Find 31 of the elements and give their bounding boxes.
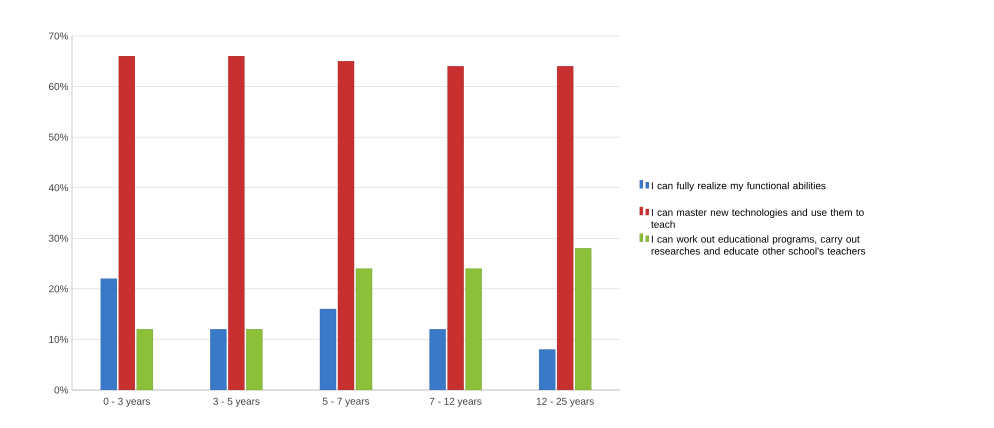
y-tick-label: 70%: [49, 32, 68, 40]
bar: [465, 268, 482, 390]
x-tick-label: 5 - 7 years: [322, 398, 370, 407]
x-tick-label: 3 - 5 years: [213, 398, 260, 407]
y-tick-label: 50%: [48, 134, 68, 141]
legend-label: I can master new technologies and use them to teach: [651, 208, 864, 228]
bar: [356, 268, 372, 390]
bar: [246, 329, 263, 390]
y-tick-label: 0%: [54, 386, 68, 394]
x-tick-label: 12 - 25 years: [536, 398, 594, 407]
bar: [539, 349, 556, 390]
bar: [100, 278, 118, 390]
bar: [136, 329, 153, 390]
bar: [447, 66, 464, 390]
bar: [574, 248, 592, 390]
x-tick-label: 7 - 12 years: [430, 398, 482, 407]
bar: [557, 66, 574, 390]
y-tick-label: 20%: [49, 285, 68, 292]
legend-label: I can fully realize my functional abilities: [652, 182, 826, 192]
x-tick-label: 0 - 3 years: [104, 398, 150, 407]
bar: [228, 56, 245, 390]
y-tick-label: 30%: [48, 234, 68, 242]
y-tick-label: 40%: [48, 184, 68, 192]
y-tick-label: 60%: [49, 83, 68, 90]
bar: [320, 308, 336, 390]
y-tick-label: 10%: [49, 336, 68, 343]
legend-label: I can work out educational programs, carry out researches and educate other school's teachers: [652, 235, 866, 255]
bar: [338, 61, 354, 390]
bar: [429, 329, 446, 390]
bar: [118, 56, 135, 390]
bar: [210, 329, 227, 390]
